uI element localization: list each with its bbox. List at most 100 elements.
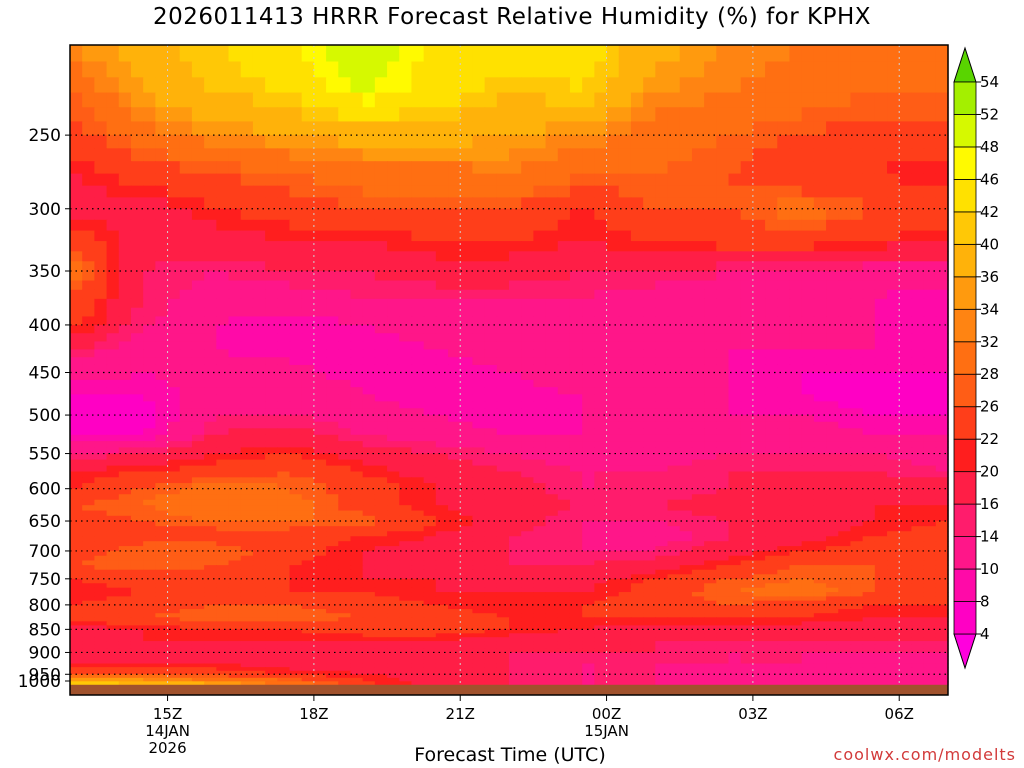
- heatmap-cell: [557, 45, 571, 63]
- heatmap-cell: [521, 372, 534, 381]
- heatmap-cell: [679, 379, 693, 388]
- heatmap-cell: [94, 261, 108, 272]
- heatmap-cell: [923, 415, 937, 423]
- heatmap-cell: [801, 394, 815, 402]
- heatmap-cell: [472, 185, 486, 198]
- heatmap-cell: [801, 453, 815, 461]
- heatmap-cell: [423, 77, 437, 94]
- heatmap-cell: [838, 333, 852, 343]
- heatmap-cell: [362, 316, 376, 326]
- heatmap-cell: [387, 583, 400, 589]
- heatmap-cell: [582, 477, 595, 484]
- heatmap-cell: [179, 453, 193, 461]
- heatmap-cell: [118, 531, 132, 537]
- heatmap-cell: [472, 583, 486, 589]
- heatmap-cell: [655, 387, 669, 395]
- heatmap-cell: [557, 148, 571, 162]
- heatmap-cell: [521, 401, 534, 409]
- heatmap-cell: [813, 574, 827, 580]
- heatmap-cell: [338, 471, 352, 478]
- heatmap-cell: [679, 148, 693, 162]
- heatmap-cell: [521, 505, 534, 512]
- heatmap-cell: [691, 494, 705, 501]
- heatmap-cell: [618, 587, 632, 593]
- heatmap-cell: [350, 583, 364, 589]
- heatmap-cell: [899, 560, 913, 566]
- heatmap-cell: [923, 488, 937, 495]
- heatmap-cell: [826, 357, 839, 366]
- heatmap-cell: [496, 341, 510, 351]
- heatmap-cell: [313, 219, 327, 232]
- heatmap-cell: [630, 555, 644, 562]
- heatmap-cell: [460, 241, 474, 252]
- heatmap-cell: [509, 219, 522, 232]
- heatmap-cell: [667, 401, 681, 409]
- heatmap-cell: [70, 173, 83, 187]
- heatmap-cell: [704, 333, 717, 343]
- heatmap-cell: [874, 560, 888, 566]
- heatmap-cell: [716, 494, 730, 501]
- heatmap-cell: [643, 208, 656, 221]
- heatmap-cell: [252, 494, 266, 501]
- heatmap-cell: [179, 379, 193, 388]
- heatmap-cell: [667, 408, 681, 416]
- heatmap-cell: [326, 77, 339, 94]
- heatmap-cell: [130, 408, 144, 416]
- heatmap-cell: [838, 251, 852, 262]
- heatmap-cell: [289, 494, 303, 501]
- heatmap-cell: [740, 298, 754, 309]
- heatmap-cell: [82, 555, 95, 562]
- heatmap-cell: [179, 521, 193, 527]
- heatmap-cell: [484, 357, 498, 366]
- heatmap-cell: [862, 555, 876, 562]
- heatmap-cell: [582, 510, 595, 517]
- heatmap-cell: [813, 379, 827, 388]
- heatmap-cell: [740, 510, 754, 517]
- heatmap-cell: [594, 555, 608, 562]
- heatmap-cell: [496, 550, 510, 557]
- heatmap-cell: [838, 408, 852, 416]
- heatmap-cell: [143, 379, 156, 388]
- heatmap-cell: [472, 121, 486, 136]
- heatmap-cell: [643, 324, 656, 334]
- heatmap-cell: [289, 107, 303, 123]
- heatmap-cell: [801, 415, 815, 423]
- heatmap-cell: [423, 415, 437, 423]
- heatmap-cell: [228, 505, 242, 512]
- heatmap-cell: [362, 441, 376, 448]
- heatmap-cell: [374, 107, 388, 123]
- heatmap-cell: [618, 357, 632, 366]
- heatmap-cell: [216, 289, 230, 300]
- heatmap-cell: [179, 536, 193, 542]
- heatmap-cell: [70, 536, 83, 542]
- heatmap-cell: [667, 230, 681, 242]
- heatmap-cell: [594, 77, 608, 94]
- heatmap-cell: [813, 499, 827, 506]
- heatmap-cell: [70, 280, 83, 291]
- heatmap-cell: [155, 241, 169, 252]
- heatmap-cell: [557, 447, 571, 455]
- heatmap-cell: [265, 550, 278, 557]
- heatmap-cell: [313, 298, 327, 309]
- heatmap-cell: [899, 77, 913, 94]
- heatmap-cell: [813, 349, 827, 358]
- heatmap-cell: [423, 421, 437, 429]
- heatmap-cell: [838, 387, 852, 395]
- heatmap-cell: [106, 583, 120, 589]
- heatmap-cell: [130, 499, 144, 506]
- heatmap-cell: [740, 434, 754, 442]
- heatmap-cell: [448, 280, 461, 291]
- heatmap-cell: [643, 372, 656, 381]
- heatmap-cell: [143, 316, 156, 326]
- heatmap-cell: [594, 565, 608, 571]
- heatmap-cell: [228, 241, 242, 252]
- heatmap-cell: [752, 324, 766, 334]
- heatmap-cell: [338, 592, 352, 597]
- heatmap-cell: [716, 531, 730, 537]
- heatmap-cell: [899, 494, 913, 501]
- heatmap-cell: [521, 280, 534, 291]
- heatmap-cell: [374, 550, 388, 557]
- heatmap-cell: [326, 357, 339, 366]
- heatmap-cell: [606, 357, 620, 366]
- heatmap-cell: [130, 219, 144, 232]
